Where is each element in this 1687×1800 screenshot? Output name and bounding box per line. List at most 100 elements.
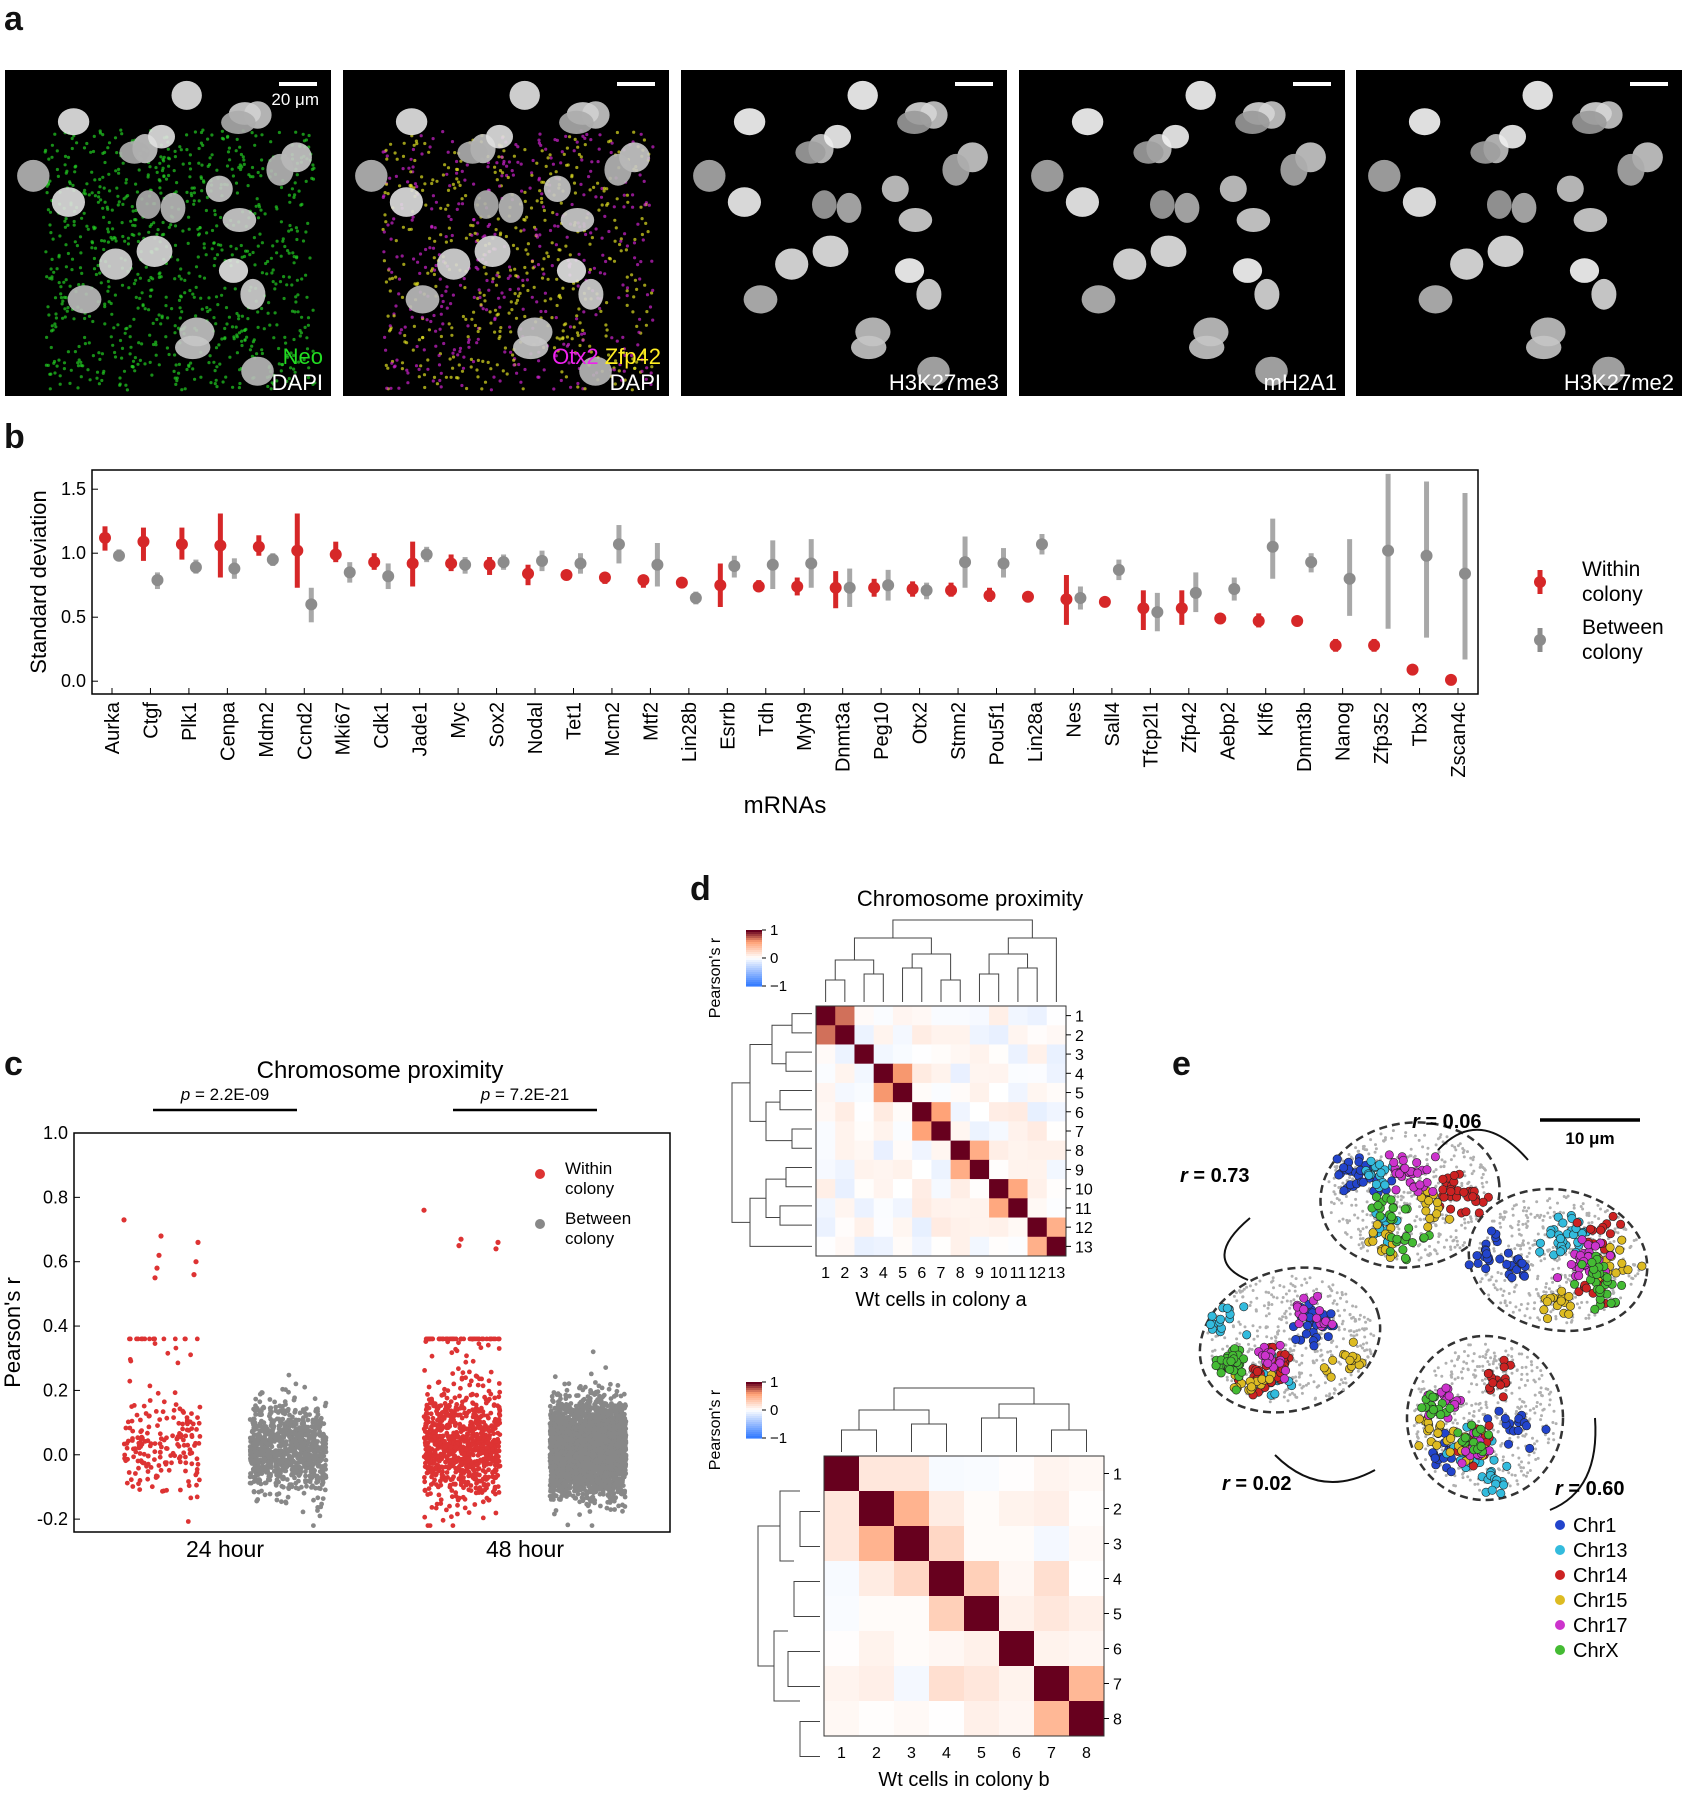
signal-dot	[240, 329, 244, 333]
signal-dot	[390, 270, 394, 274]
signal-dot	[192, 199, 196, 203]
signal-dot	[127, 286, 131, 290]
signal-dot	[50, 155, 54, 159]
signal-dot	[495, 273, 499, 277]
signal-dot	[121, 202, 125, 206]
signal-dot	[483, 380, 488, 384]
signal-dot	[85, 182, 89, 186]
signal-dot	[158, 271, 162, 275]
signal-dot	[625, 193, 629, 197]
signal-dot	[43, 150, 47, 154]
signal-dot	[473, 323, 477, 328]
signal-dot	[556, 224, 560, 228]
signal-dot	[265, 272, 269, 276]
signal-dot	[234, 325, 238, 329]
signal-dot	[293, 193, 297, 197]
signal-dot	[384, 348, 388, 352]
signal-dot	[173, 155, 177, 159]
signal-dot	[72, 317, 76, 321]
data-point	[689, 592, 702, 604]
nucleus	[836, 192, 862, 223]
signal-dot	[271, 280, 275, 284]
signal-dot	[631, 357, 635, 361]
signal-dot	[173, 224, 178, 228]
data-point	[291, 1467, 297, 1473]
signal-dot	[386, 192, 390, 196]
nucleus	[1255, 356, 1288, 386]
signal-dot	[535, 161, 539, 165]
signal-dot	[62, 361, 67, 365]
nucleus	[1219, 175, 1247, 202]
signal-dot	[48, 210, 53, 214]
signal-dot	[467, 345, 471, 349]
data-point	[406, 557, 419, 570]
signal-dot	[516, 160, 520, 164]
signal-dot	[224, 306, 229, 310]
data-point	[282, 1399, 288, 1405]
data-point	[318, 1422, 323, 1427]
signal-dot	[625, 289, 629, 293]
signal-dot	[179, 148, 183, 152]
signal-dot	[455, 177, 459, 181]
signal-dot	[456, 353, 460, 357]
signal-dot	[510, 308, 514, 312]
data-point	[450, 1336, 455, 1342]
signal-dot	[304, 273, 308, 277]
stain-label-line: H3K27me2	[1564, 370, 1674, 396]
signal-dot	[57, 358, 61, 362]
signal-dot	[514, 274, 518, 278]
data-point	[129, 1418, 135, 1424]
signal-dot	[596, 160, 600, 164]
signal-dot	[192, 191, 196, 195]
nucleus	[1031, 159, 1064, 192]
signal-dot	[598, 271, 602, 275]
signal-dot	[167, 173, 171, 178]
nucleus	[824, 124, 851, 149]
nucleus	[171, 80, 202, 110]
nucleus	[1522, 80, 1553, 110]
signal-dot	[519, 229, 523, 233]
signal-dot	[448, 357, 452, 361]
signal-dot	[121, 161, 125, 165]
data-point	[136, 1445, 142, 1451]
data-point	[262, 1447, 268, 1453]
signal-dot	[507, 265, 512, 269]
signal-dot	[537, 359, 541, 363]
data-point	[184, 1427, 190, 1433]
data-point	[185, 1519, 191, 1524]
signal-dot	[140, 342, 144, 346]
signal-dot	[281, 239, 285, 243]
signal-dot	[212, 264, 216, 268]
signal-dot	[501, 171, 505, 175]
data-point	[255, 1442, 261, 1447]
data-point	[435, 1411, 440, 1417]
signal-dot	[640, 369, 644, 373]
signal-dot	[544, 147, 548, 151]
signal-dot	[463, 286, 467, 290]
signal-dot	[129, 219, 133, 223]
signal-dot	[220, 248, 224, 252]
signal-dot	[485, 308, 489, 312]
signal-dot	[143, 307, 147, 311]
signal-dot	[45, 335, 49, 339]
data-point	[495, 1484, 501, 1489]
signal-dot	[615, 197, 619, 201]
signal-dot	[185, 190, 189, 194]
signal-dot	[214, 378, 218, 382]
data-point	[131, 1454, 137, 1460]
signal-dot	[441, 173, 445, 177]
data-point	[320, 1478, 326, 1483]
data-point	[175, 1360, 181, 1366]
signal-dot	[549, 172, 553, 176]
signal-dot	[602, 189, 606, 193]
data-point	[426, 1486, 432, 1491]
data-point	[228, 562, 241, 575]
signal-dot	[196, 233, 201, 237]
data-point	[180, 1421, 186, 1427]
data-point	[247, 1447, 253, 1453]
stain-label-line: Otx2 Zfp42	[552, 344, 661, 370]
signal-dot	[148, 294, 152, 298]
signal-dot	[446, 150, 450, 154]
signal-dot	[631, 193, 635, 197]
signal-dot	[625, 275, 629, 279]
